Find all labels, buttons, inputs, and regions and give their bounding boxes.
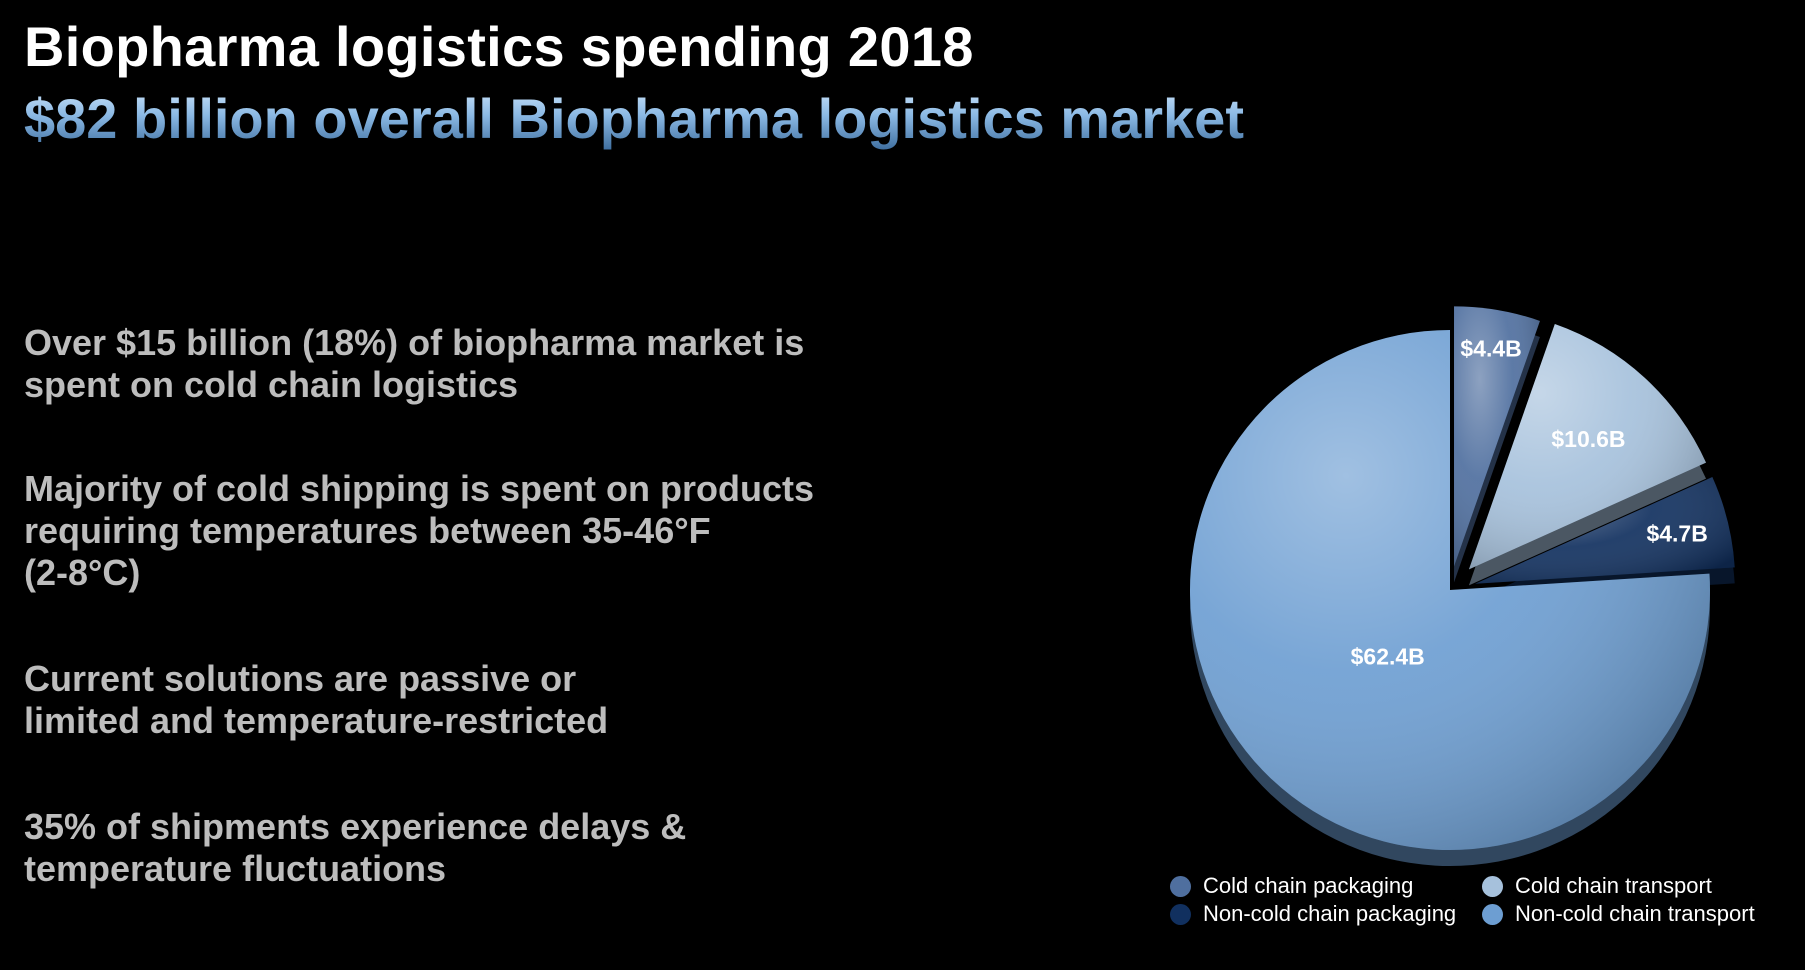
pie-chart: $4.4B $10.6B $4.7B $62.4B (1180, 255, 1800, 955)
bullet-line: (2-8°C) (24, 552, 141, 593)
pie-data-label: $10.6B (1551, 426, 1625, 452)
legend-swatch (1170, 903, 1191, 925)
bullet-line: temperature fluctuations (24, 848, 447, 889)
bullet-line: requiring temperatures between 35-46°F (24, 510, 711, 551)
legend-item: Cold chain transport (1482, 873, 1712, 899)
bullet-item: Current solutions are passive or limited… (24, 658, 884, 742)
slide-subtitle: $82 billion overall Biopharma logistics … (24, 87, 1244, 150)
legend-label: Cold chain packaging (1203, 873, 1414, 898)
slide-title: Biopharma logistics spending 2018 (24, 15, 974, 78)
chart-legend: Cold chain packaging Cold chain transpor… (1170, 873, 1790, 933)
legend-label: Non-cold chain transport (1515, 901, 1755, 926)
pie-slice-highlight (1475, 477, 1735, 584)
pie-slice-highlight (1454, 306, 1540, 567)
bullet-line: Over $15 billion (18%) of biopharma mark… (24, 322, 805, 363)
pie-data-label: $62.4B (1351, 643, 1425, 669)
pie-slice-highlight (1468, 323, 1707, 570)
legend-item: Non-cold chain packaging (1170, 901, 1456, 927)
pie-slice-highlight (1190, 330, 1710, 850)
bullet-line: Current solutions are passive or (24, 658, 577, 699)
pie-chart-svg: $4.4B $10.6B $4.7B $62.4B (1190, 306, 1735, 867)
bullet-line: limited and temperature-restricted (24, 700, 609, 741)
pie-data-label: $4.7B (1646, 521, 1707, 547)
legend-swatch (1482, 903, 1503, 925)
legend-label: Non-cold chain packaging (1203, 901, 1457, 926)
legend-swatch (1482, 875, 1503, 897)
bullet-line: Majority of cold shipping is spent on pr… (24, 468, 815, 509)
legend-item: Non-cold chain transport (1482, 901, 1755, 927)
bullet-line: 35% of shipments experience delays & (24, 806, 687, 847)
pie-data-label: $4.4B (1460, 335, 1521, 361)
legend-item: Cold chain packaging (1170, 873, 1413, 899)
legend-label: Cold chain transport (1515, 873, 1712, 898)
bullet-item: Over $15 billion (18%) of biopharma mark… (24, 322, 884, 406)
bullet-item: 35% of shipments experience delays & tem… (24, 806, 884, 890)
legend-swatch (1170, 875, 1191, 897)
bullet-line: spent on cold chain logistics (24, 364, 519, 405)
bullet-item: Majority of cold shipping is spent on pr… (24, 468, 884, 594)
